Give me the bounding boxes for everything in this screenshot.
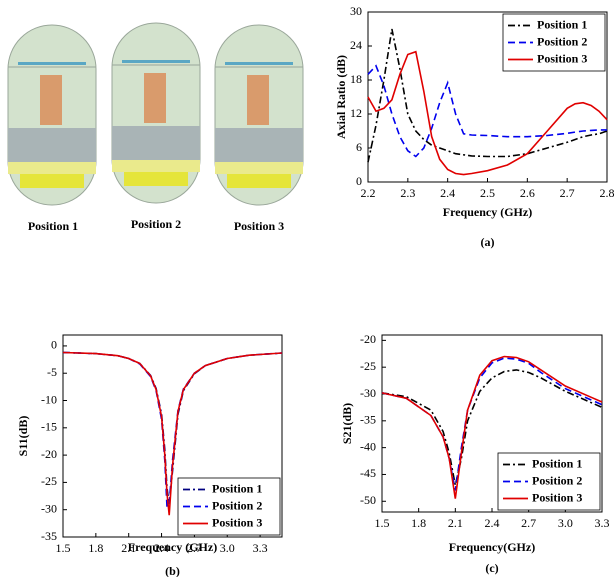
x-axis-label: Frequency(GHz): [449, 540, 535, 554]
y-tick-label: 18: [350, 72, 362, 86]
y-tick-label: -15: [41, 420, 57, 434]
y-tick-label: 6: [356, 140, 362, 154]
y-axis-label: S11(dB): [16, 416, 30, 457]
x-tick-label: 1.8: [411, 516, 426, 530]
series-line: [381, 369, 603, 486]
y-tick-label: -50: [360, 493, 376, 507]
x-tick-label: 3.3: [253, 541, 268, 555]
y-tick-label: -45: [360, 466, 376, 480]
y-tick-label: -40: [360, 439, 376, 453]
legend-label: Position 1: [532, 456, 582, 470]
legend-label: Position 1: [537, 17, 587, 31]
capsule: [7, 24, 97, 206]
y-axis-label: Axial Ratio (dB): [334, 55, 348, 139]
x-tick-label: 1.5: [56, 541, 71, 555]
legend-label: Position 2: [212, 498, 262, 512]
x-tick-label: 2.4: [485, 516, 500, 530]
y-tick-label: -35: [41, 529, 57, 543]
y-tick-label: -25: [360, 359, 376, 373]
y-tick-label: -20: [360, 332, 376, 346]
y-tick-label: 0: [51, 338, 57, 352]
legend-label: Position 2: [532, 473, 582, 487]
legend-label: Position 3: [537, 51, 587, 65]
x-tick-label: 2.1: [121, 541, 136, 555]
series-line: [381, 355, 603, 499]
x-tick-label: 2.5: [480, 186, 495, 200]
x-tick-label: 2.6: [520, 186, 535, 200]
x-tick-label: 2.4: [440, 186, 455, 200]
x-axis-label: Frequency (GHz): [443, 205, 532, 219]
position-label: Position 2: [131, 217, 181, 231]
y-tick-label: -30: [41, 501, 57, 515]
y-tick-label: 24: [350, 38, 362, 52]
legend-label: Position 1: [212, 481, 262, 495]
y-axis-label: S21(dB): [340, 403, 354, 444]
x-axis-label: Frequency (GHz): [128, 540, 217, 554]
x-tick-label: 2.1: [448, 516, 463, 530]
position-label: Position 1: [28, 219, 78, 233]
x-tick-label: 1.8: [88, 541, 103, 555]
y-tick-label: 30: [350, 4, 362, 18]
y-tick-label: 12: [350, 106, 362, 120]
x-tick-label: 2.7: [187, 541, 202, 555]
y-tick-label: -10: [41, 392, 57, 406]
y-tick-label: 0: [356, 174, 362, 188]
capsule: [111, 22, 201, 204]
x-tick-label: 2.4: [154, 541, 169, 555]
x-tick-label: 3.0: [220, 541, 235, 555]
plot-frame: [62, 334, 283, 538]
y-tick-label: -25: [41, 474, 57, 488]
y-tick-label: -20: [41, 447, 57, 461]
caption: (a): [481, 235, 495, 249]
legend-label: Position 3: [532, 490, 582, 504]
position-label: Position 3: [234, 219, 284, 233]
legend-label: Position 2: [537, 34, 587, 48]
x-tick-label: 3.3: [595, 516, 610, 530]
x-tick-label: 2.3: [400, 186, 415, 200]
caption: (c): [485, 561, 498, 575]
caption: (b): [165, 564, 180, 577]
series-line: [367, 50, 608, 176]
y-tick-label: -5: [47, 365, 57, 379]
y-tick-label: -35: [360, 413, 376, 427]
y-tick-label: -30: [360, 386, 376, 400]
x-tick-label: 2.2: [361, 186, 376, 200]
x-tick-label: 2.7: [560, 186, 575, 200]
legend-label: Position 3: [212, 515, 262, 529]
x-tick-label: 3.0: [558, 516, 573, 530]
series-line: [367, 28, 608, 163]
x-tick-label: 1.5: [375, 516, 390, 530]
capsule: [214, 24, 304, 206]
x-tick-label: 2.7: [521, 516, 536, 530]
series-line: [367, 64, 607, 158]
x-tick-label: 2.8: [600, 186, 615, 200]
series-line: [62, 351, 283, 516]
